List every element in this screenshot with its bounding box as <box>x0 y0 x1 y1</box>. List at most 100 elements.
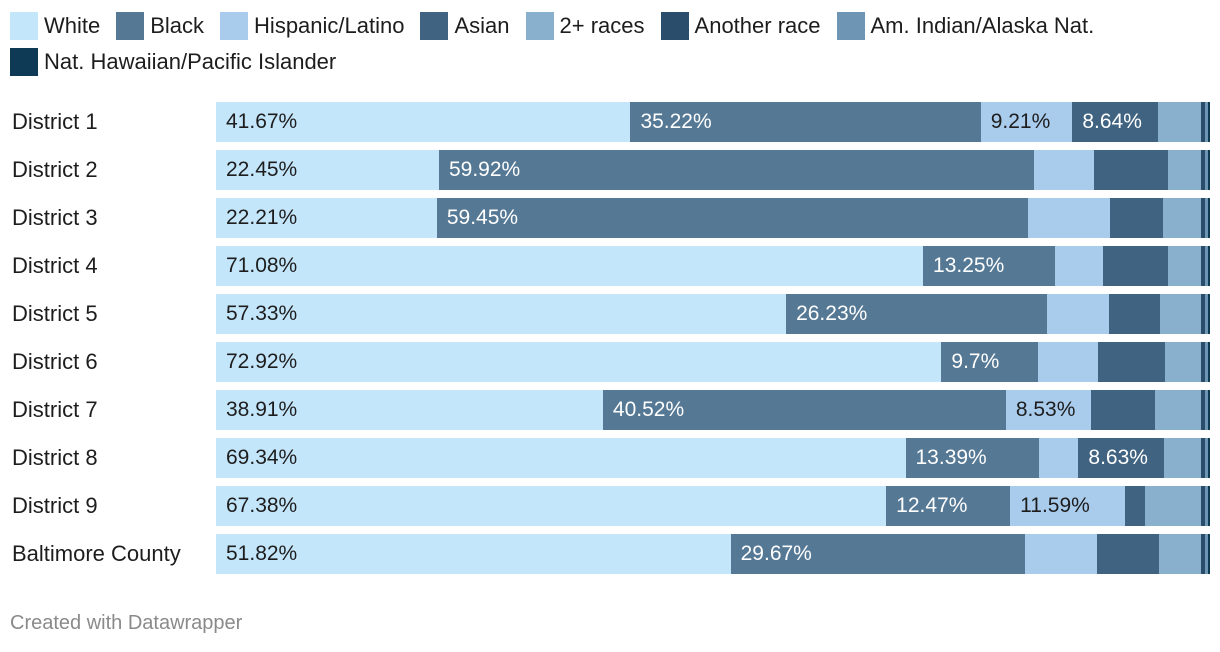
chart-legend: White Black Hispanic/Latino Asian 2+ races An… <box>10 8 1200 80</box>
data-label: 13.39% <box>915 446 987 469</box>
legend-label: Another race <box>694 13 821 38</box>
legend-swatch <box>220 12 249 40</box>
bar-segment <box>1025 534 1097 574</box>
bar-segment <box>1168 150 1202 190</box>
data-label: 40.52% <box>612 398 685 421</box>
data-label: 9.7% <box>951 350 1000 373</box>
bar-segment: 35.22% <box>630 102 981 142</box>
legend-item: 2+ races <box>525 8 645 44</box>
bar-segment <box>1201 198 1205 238</box>
data-label: 8.63% <box>1088 446 1148 469</box>
bar-segment <box>1201 102 1205 142</box>
bar-segment <box>1046 294 1109 334</box>
bar-segment <box>1109 198 1164 238</box>
legend-swatch <box>10 48 38 76</box>
bar-segment: 13.25% <box>923 246 1055 286</box>
stacked-bar: 38.91% 40.52% 8.53% <box>216 390 1210 430</box>
category-label: District 7 <box>12 397 98 422</box>
bar-segment <box>1204 390 1208 430</box>
bar-segment: 22.21% <box>216 198 437 238</box>
data-label: 57.33% <box>226 302 298 325</box>
legend-swatch <box>420 12 449 40</box>
data-label: 67.38% <box>226 494 298 517</box>
data-label: 9.21% <box>990 110 1051 133</box>
bar-segment <box>1038 438 1079 478</box>
data-label: 13.25% <box>933 254 1005 277</box>
bar-segment <box>1207 390 1210 430</box>
legend-swatch <box>660 12 689 40</box>
stacked-bar: 67.38% 12.47% 11.59% <box>216 486 1210 526</box>
legend-item: Black <box>116 8 204 44</box>
bar-segment: 9.21% <box>980 102 1073 142</box>
bar-segment: 57.33% <box>216 294 787 334</box>
legend-item: Asian <box>420 8 510 44</box>
bar-segment <box>1205 534 1208 574</box>
bar-segment: 71.08% <box>216 246 924 286</box>
bar-segment <box>1204 102 1208 142</box>
legend-item: Nat. Hawaiian/Pacific Islander <box>10 44 336 80</box>
bar-segment: 8.63% <box>1078 438 1165 478</box>
stacked-bar: 41.67% 35.22% 9.21% 8.64% <box>216 102 1210 142</box>
data-label: 22.21% <box>226 206 298 229</box>
bar-segment: 59.92% <box>438 150 1035 190</box>
bar-segment: 8.53% <box>1005 390 1091 430</box>
legend-swatch <box>525 12 554 40</box>
stacked-bar: 69.34% 13.39% 8.63% <box>216 438 1210 478</box>
bar-segment <box>1054 246 1103 286</box>
bar-segment <box>1096 534 1160 574</box>
legend-item: Hispanic/Latino <box>220 8 404 44</box>
bar-segment <box>1160 294 1202 334</box>
bar-segment: 22.45% <box>216 150 439 190</box>
data-label: 26.23% <box>796 302 868 325</box>
legend-label: Black <box>150 13 205 38</box>
data-label: 12.47% <box>896 494 968 517</box>
legend-swatch <box>116 12 145 40</box>
stacked-bar: 57.33% 26.23% <box>216 294 1210 334</box>
bar-segment <box>1207 486 1210 526</box>
data-label: 11.59% <box>1020 494 1090 517</box>
bar-segment <box>1204 150 1208 190</box>
category-label: District 1 <box>12 109 98 134</box>
data-label: 35.22% <box>640 110 712 133</box>
bar-segment: 38.91% <box>216 390 603 430</box>
bar-segment <box>1201 534 1205 574</box>
category-label: District 6 <box>12 349 98 374</box>
bar-segment <box>1163 198 1201 238</box>
bar-segment <box>1159 534 1202 574</box>
bar-segment <box>1155 390 1201 430</box>
bar-segment <box>1207 342 1210 382</box>
data-label: 41.67% <box>226 110 298 133</box>
data-label: 8.64% <box>1082 110 1142 133</box>
bar-segment: 12.47% <box>886 486 1011 526</box>
bar-segment <box>1090 390 1156 430</box>
legend-label: Am. Indian/Alaska Nat. <box>870 13 1095 38</box>
bar-segment <box>1201 342 1205 382</box>
bar-segment <box>1201 486 1205 526</box>
stacked-bar-chart: District 1 41.67% 35.22% 9.21% 8.64% District… <box>0 98 1220 578</box>
data-label: 8.53% <box>1015 398 1076 421</box>
bar-segment <box>1204 486 1208 526</box>
data-label: 69.34% <box>226 446 298 469</box>
bar-segment <box>1102 246 1169 286</box>
bar-segment <box>1201 390 1205 430</box>
bar-segment: 26.23% <box>786 294 1047 334</box>
bar-segment: 29.67% <box>730 534 1026 574</box>
legend-item: Another race <box>660 8 821 44</box>
category-label: District 5 <box>12 301 98 326</box>
data-label: 29.67% <box>740 542 812 565</box>
data-label: 72.92% <box>226 350 298 373</box>
bar-segment <box>1034 150 1094 190</box>
category-label: Baltimore County <box>12 541 181 566</box>
bar-segment <box>1204 342 1208 382</box>
data-label: 59.45% <box>446 206 519 229</box>
bar-segment: 13.39% <box>905 438 1039 478</box>
bar-segment: 9.7% <box>941 342 1038 382</box>
stacked-bar: 51.82% 29.67% <box>216 534 1210 574</box>
bar-segment: 59.45% <box>436 198 1028 238</box>
legend-item: Am. Indian/Alaska Nat. <box>836 8 1095 44</box>
bar-segment: 11.59% <box>1010 486 1126 526</box>
category-label: District 2 <box>12 157 98 182</box>
bar-segment <box>1028 198 1110 238</box>
category-label: District 3 <box>12 205 98 230</box>
legend-swatch <box>10 12 38 40</box>
